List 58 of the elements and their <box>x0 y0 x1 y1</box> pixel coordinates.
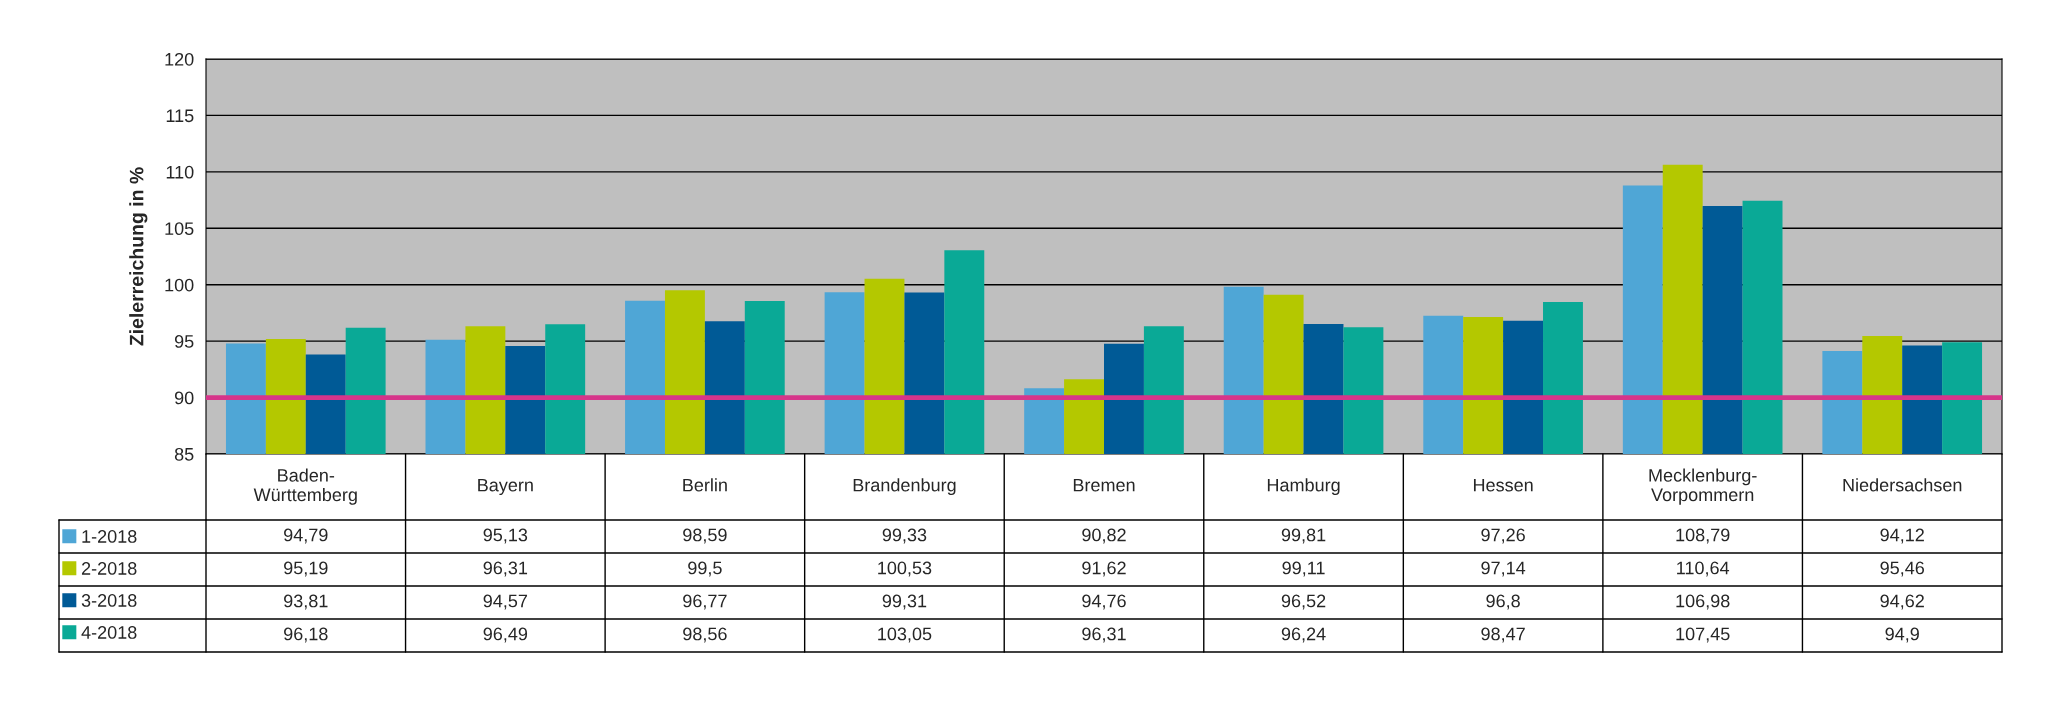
data-label: 93,81 <box>284 594 328 610</box>
data-label: 91,62 <box>1082 561 1126 577</box>
data-label: 96,8 <box>1486 594 1520 610</box>
y-tick-label: 110 <box>166 165 194 179</box>
data-label: 95,19 <box>284 561 328 577</box>
data-label: 95,13 <box>483 528 528 544</box>
x-tick-label: Brandenburg <box>853 478 956 496</box>
legend-label: 2-2018 <box>81 562 137 575</box>
x-tick-label: Hamburg <box>1267 478 1340 496</box>
data-label: 90,82 <box>1082 528 1126 544</box>
data-label: 99,33 <box>882 528 927 544</box>
x-tick-label: Baden- Württemberg <box>253 468 357 505</box>
data-label: 107,45 <box>1676 627 1730 643</box>
data-label: 96,77 <box>683 594 727 610</box>
y-axis-title: Zielerreichung in % <box>129 167 148 346</box>
data-label: 100,53 <box>878 561 932 577</box>
data-label: 99,31 <box>882 594 927 610</box>
data-label: 99,81 <box>1281 528 1326 544</box>
data-label: 99,5 <box>688 561 722 577</box>
data-label: 106,98 <box>1676 594 1730 610</box>
data-label: 96,31 <box>1082 627 1126 643</box>
data-label: 94,76 <box>1082 594 1126 610</box>
data-label: 96,31 <box>483 561 528 577</box>
legend-label: 3-2018 <box>81 594 137 607</box>
data-label: 95,46 <box>1880 561 1925 577</box>
legend-label: 1-2018 <box>82 530 137 543</box>
legend-label: 4-2018 <box>81 626 137 639</box>
data-label: 96,18 <box>284 627 328 643</box>
x-tick-label: Bremen <box>1073 478 1135 492</box>
y-tick-label: 100 <box>165 278 194 292</box>
y-tick-label: 85 <box>174 447 194 461</box>
data-label: 94,9 <box>1885 627 1919 643</box>
y-tick-label: 105 <box>165 222 194 236</box>
data-label: 97,26 <box>1481 528 1525 544</box>
data-label: 97,14 <box>1481 561 1526 577</box>
data-label: 96,49 <box>483 627 528 643</box>
x-tick-label: Mecklenburg- Vorpommern <box>1649 468 1757 505</box>
data-label: 94,57 <box>483 594 528 610</box>
data-label: 96,52 <box>1281 594 1326 610</box>
y-tick-label: 115 <box>166 109 194 123</box>
data-label: 98,59 <box>683 528 727 544</box>
y-tick-label: 95 <box>174 335 194 348</box>
data-label: 108,79 <box>1676 528 1730 544</box>
data-label: 94,79 <box>284 528 328 544</box>
data-label: 110,64 <box>1677 561 1730 577</box>
x-tick-label: Hessen <box>1473 478 1533 492</box>
x-tick-label: Berlin <box>683 478 727 492</box>
y-tick-label: 90 <box>174 391 194 405</box>
data-label: 94,62 <box>1880 594 1924 610</box>
data-label: 98,56 <box>683 627 727 643</box>
data-label: 98,47 <box>1481 627 1525 643</box>
data-label: 94,12 <box>1880 528 1924 544</box>
data-label: 96,24 <box>1281 627 1326 643</box>
data-label: 103,05 <box>878 627 932 643</box>
data-label: 99,11 <box>1282 561 1325 577</box>
y-tick-label: 120 <box>165 52 194 66</box>
x-tick-label: Niedersachsen <box>1843 478 1962 492</box>
x-tick-label: Bayern <box>478 478 533 496</box>
